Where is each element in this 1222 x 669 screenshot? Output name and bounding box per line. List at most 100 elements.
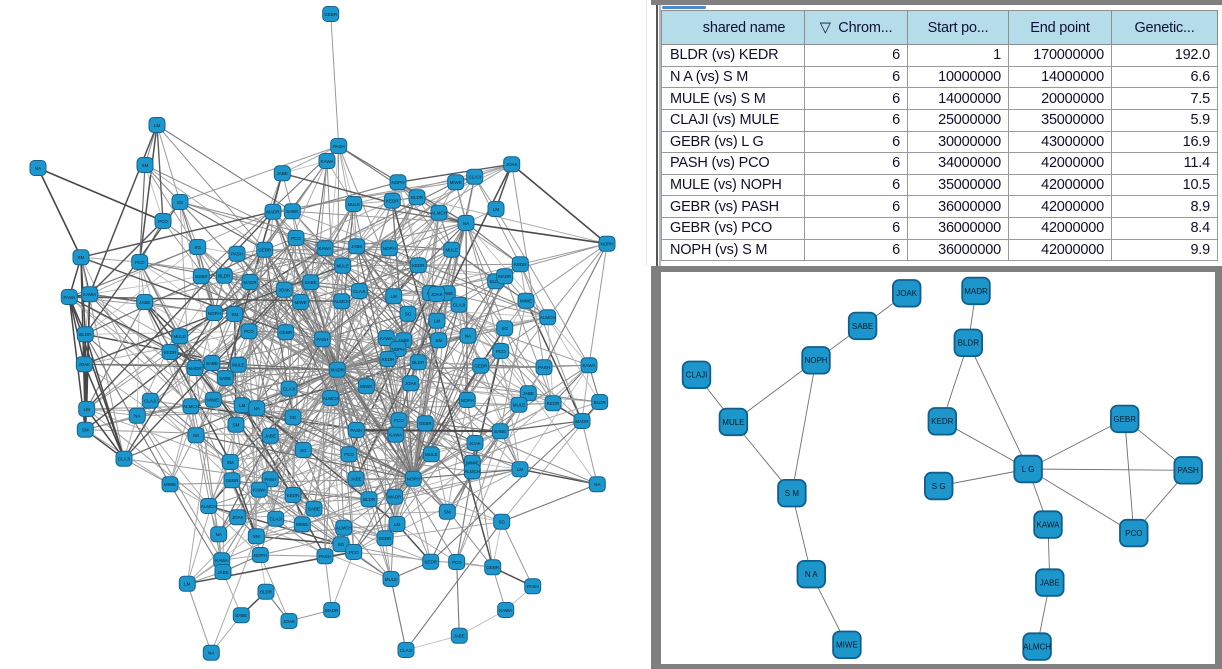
svg-text:MULE: MULE xyxy=(722,417,744,426)
svg-text:SABE: SABE xyxy=(308,507,320,512)
svg-text:MULE: MULE xyxy=(232,363,245,368)
svg-text:CLAJI: CLAJI xyxy=(283,387,295,392)
svg-text:SG: SG xyxy=(338,542,345,547)
svg-text:BLDR: BLDR xyxy=(260,590,273,595)
svg-text:MULE: MULE xyxy=(347,202,360,207)
svg-text:MIWE: MIWE xyxy=(207,398,219,403)
svg-text:BLDR: BLDR xyxy=(363,497,376,502)
svg-text:N A: N A xyxy=(805,570,819,579)
svg-text:JABE: JABE xyxy=(454,634,465,639)
svg-text:NOPH: NOPH xyxy=(254,553,267,558)
svg-text:SABE: SABE xyxy=(235,613,247,618)
svg-text:SG: SG xyxy=(177,200,184,205)
svg-text:PCO: PCO xyxy=(496,349,506,354)
svg-text:MULE: MULE xyxy=(336,264,349,269)
svg-text:SABE: SABE xyxy=(441,291,453,296)
svg-text:LM: LM xyxy=(391,294,398,299)
svg-text:MULE: MULE xyxy=(513,403,526,408)
svg-text:SG: SG xyxy=(300,448,307,453)
svg-text:KEDR: KEDR xyxy=(547,401,560,406)
svg-text:BLDR: BLDR xyxy=(411,195,424,200)
svg-text:PCO: PCO xyxy=(394,418,404,423)
svg-text:KEDR: KEDR xyxy=(412,263,425,268)
svg-text:NA: NA xyxy=(254,406,260,411)
svg-text:NA: NA xyxy=(208,651,214,656)
svg-text:PCO: PCO xyxy=(1125,529,1142,538)
svg-text:JABE: JABE xyxy=(1040,578,1060,587)
svg-text:MULE: MULE xyxy=(445,248,458,253)
svg-text:CLAJI: CLAJI xyxy=(686,370,708,379)
svg-text:S G: S G xyxy=(932,481,946,490)
svg-text:ALMCH: ALMCH xyxy=(201,504,217,509)
svg-text:L G: L G xyxy=(1022,464,1035,473)
svg-text:KEDR: KEDR xyxy=(164,350,177,355)
svg-text:SM: SM xyxy=(142,163,149,168)
svg-text:MIWE: MIWE xyxy=(164,482,176,487)
svg-text:JABE: JABE xyxy=(217,570,228,575)
svg-text:SG: SG xyxy=(193,433,200,438)
svg-text:GEBR: GEBR xyxy=(419,421,433,426)
svg-text:LM: LM xyxy=(394,522,401,527)
svg-text:CLAJI: CLAJI xyxy=(453,303,465,308)
svg-text:KEDR: KEDR xyxy=(386,199,399,204)
svg-text:SABE: SABE xyxy=(494,429,506,434)
svg-text:GEBR: GEBR xyxy=(486,565,500,570)
svg-text:NA: NA xyxy=(463,221,469,226)
svg-text:MIWE: MIWE xyxy=(296,522,308,527)
svg-text:BLDR: BLDR xyxy=(594,400,607,405)
svg-text:ALMCH: ALMCH xyxy=(336,526,352,531)
svg-text:JABE: JABE xyxy=(277,171,288,176)
svg-text:LM: LM xyxy=(493,207,500,212)
svg-text:MIWE: MIWE xyxy=(295,300,307,305)
svg-text:MIWE: MIWE xyxy=(520,299,532,304)
svg-text:NOPH: NOPH xyxy=(391,347,404,352)
svg-text:MULE: MULE xyxy=(173,334,186,339)
svg-text:LM: LM xyxy=(434,319,441,324)
svg-text:NOPH: NOPH xyxy=(208,311,221,316)
svg-text:SM: SM xyxy=(82,428,89,433)
svg-text:KEDR: KEDR xyxy=(424,560,437,565)
svg-text:LM: LM xyxy=(154,123,161,128)
svg-text:PCO: PCO xyxy=(158,219,168,224)
svg-text:JABE: JABE xyxy=(398,338,409,343)
svg-text:PASH: PASH xyxy=(1178,466,1199,475)
svg-text:NOPH: NOPH xyxy=(461,398,474,403)
svg-text:PASH: PASH xyxy=(264,477,276,482)
svg-text:KEDR: KEDR xyxy=(514,262,527,267)
svg-text:CLAJI: CLAJI xyxy=(144,399,156,404)
svg-text:SG: SG xyxy=(290,415,297,420)
svg-text:LM: LM xyxy=(184,582,191,587)
svg-text:GEBR: GEBR xyxy=(324,12,338,17)
svg-text:NOPH: NOPH xyxy=(407,477,420,482)
svg-text:PCO: PCO xyxy=(344,452,354,457)
svg-text:ALMCH: ALMCH xyxy=(1023,642,1051,651)
svg-text:KAWA: KAWA xyxy=(321,159,334,164)
svg-text:MADR: MADR xyxy=(266,210,280,215)
svg-text:KAWA: KAWA xyxy=(1037,520,1061,529)
svg-text:NA: NA xyxy=(465,334,471,339)
svg-text:NOPH: NOPH xyxy=(804,356,827,365)
svg-text:ALMCH: ALMCH xyxy=(540,315,556,320)
svg-text:PCO: PCO xyxy=(291,236,301,241)
svg-text:ALMCH: ALMCH xyxy=(464,469,480,474)
svg-text:SM: SM xyxy=(231,312,238,317)
svg-text:KAWA: KAWA xyxy=(389,433,402,438)
svg-text:JABE: JABE xyxy=(139,300,150,305)
svg-text:SG: SG xyxy=(405,312,412,317)
svg-text:BLDR: BLDR xyxy=(79,332,92,337)
svg-text:NA: NA xyxy=(35,166,41,171)
svg-text:PASH: PASH xyxy=(350,428,362,433)
svg-text:PASH: PASH xyxy=(319,554,331,559)
svg-text:MULE: MULE xyxy=(385,577,398,582)
svg-text:BLDR: BLDR xyxy=(218,274,231,279)
svg-text:MADR: MADR xyxy=(325,608,339,613)
svg-text:JOAK: JOAK xyxy=(896,289,918,298)
svg-text:KEDR: KEDR xyxy=(931,417,953,426)
svg-text:KAWA: KAWA xyxy=(583,363,596,368)
svg-text:JABE: JABE xyxy=(350,477,361,482)
svg-text:JOAK: JOAK xyxy=(232,515,244,520)
svg-text:SM: SM xyxy=(435,338,442,343)
svg-text:KAWA: KAWA xyxy=(319,246,332,251)
svg-text:PASH: PASH xyxy=(316,337,328,342)
svg-text:SABE: SABE xyxy=(219,376,231,381)
